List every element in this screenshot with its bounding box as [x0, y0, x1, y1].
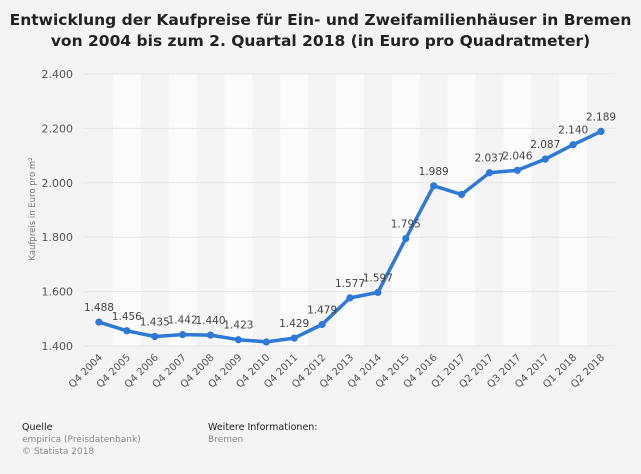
chart-title: Entwicklung der Kaufpreise für Ein- und …	[0, 10, 641, 52]
data-point	[513, 166, 521, 174]
data-points	[95, 127, 605, 346]
data-label: 1.795	[391, 219, 421, 231]
data-label: 1.423	[223, 320, 253, 332]
chart-title-line-1: Entwicklung der Kaufpreise für Ein- und …	[9, 11, 632, 29]
y-tick-label: 2.400	[42, 68, 74, 81]
data-label: 1.989	[419, 166, 449, 178]
data-point	[374, 288, 382, 297]
data-point	[569, 141, 577, 149]
info-block: Weitere Informationen: Bremen	[208, 421, 318, 446]
column-band	[224, 74, 253, 346]
data-label: 1.440	[195, 315, 225, 327]
data-label: 1.442	[168, 315, 198, 327]
data-label: 1.435	[140, 316, 170, 328]
data-point	[541, 155, 549, 163]
gridlines	[85, 73, 615, 347]
data-point	[151, 332, 159, 341]
copyright-text: © Statista 2018	[22, 447, 95, 457]
column-band	[168, 74, 197, 346]
y-tick-label: 2.200	[42, 122, 74, 135]
data-point	[402, 234, 410, 243]
data-label: 2.189	[586, 111, 616, 123]
data-label: 2.087	[530, 139, 560, 151]
y-tick-label: 2.000	[42, 177, 74, 190]
data-label: 2.037	[474, 153, 504, 165]
data-point	[123, 327, 131, 335]
data-point	[262, 338, 270, 346]
column-band	[280, 74, 309, 346]
data-point	[290, 334, 298, 342]
source-block: Quelle empirica (Preisdatenbank) © Stati…	[22, 421, 141, 458]
data-label: 1.488	[84, 302, 114, 314]
data-point	[234, 336, 243, 344]
source-text[interactable]: empirica (Preisdatenbank)	[22, 435, 141, 445]
data-label: 2.046	[502, 150, 532, 162]
data-point	[597, 127, 605, 135]
column-band	[559, 74, 588, 346]
data-point	[430, 182, 438, 190]
data-point	[206, 331, 215, 339]
data-point	[95, 318, 103, 326]
chart-title-line-2: von 2004 bis zum 2. Quartal 2018 (in Eur…	[50, 32, 591, 50]
data-label: 1.597	[363, 272, 393, 284]
data-point	[485, 169, 494, 177]
column-band	[112, 74, 141, 346]
column-bands	[112, 74, 588, 346]
data-point	[346, 294, 354, 302]
info-heading: Weitere Informationen:	[208, 422, 318, 433]
y-axis-ticks: 1.400 1.600 1.800 2.000 2.200 2.400	[42, 68, 74, 353]
data-label: 1.577	[335, 278, 365, 290]
y-tick-label: 1.800	[42, 231, 74, 244]
data-label: 2.140	[558, 125, 588, 137]
y-axis-label: Kaufpreis in Euro pro m²	[28, 157, 38, 260]
data-label: 1.429	[279, 318, 309, 330]
y-tick-label: 1.400	[42, 340, 74, 353]
column-band	[391, 74, 420, 346]
data-point	[457, 190, 466, 199]
y-tick-label: 1.600	[42, 286, 74, 299]
source-heading: Quelle	[22, 422, 53, 433]
column-band	[503, 74, 532, 346]
data-point	[318, 320, 326, 329]
data-point	[179, 330, 187, 339]
data-label: 1.456	[112, 311, 142, 323]
info-text: Bremen	[208, 435, 244, 445]
column-band	[447, 74, 476, 346]
data-label: 1.479	[307, 305, 337, 317]
